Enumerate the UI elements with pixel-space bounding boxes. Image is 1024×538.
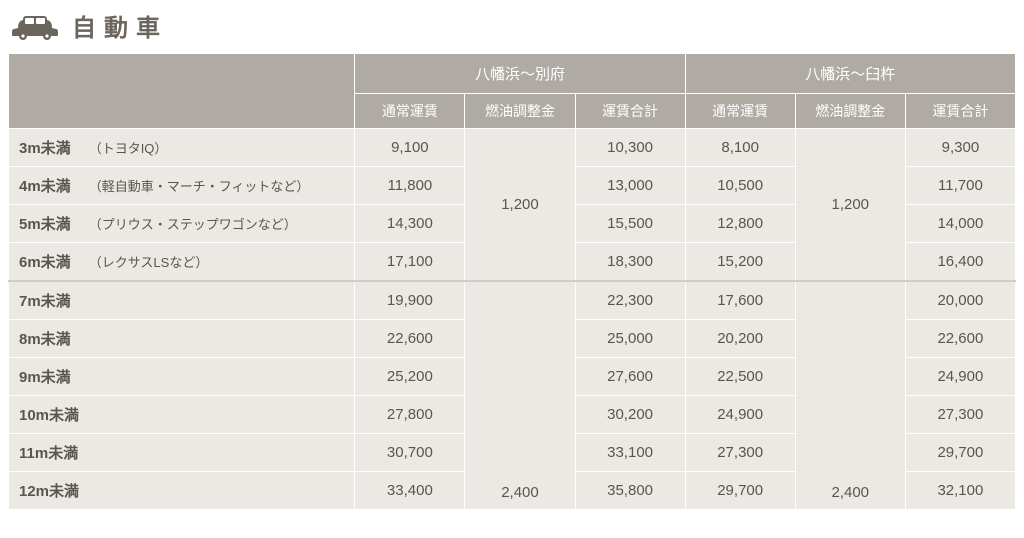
row-label: 8m未満	[9, 320, 355, 358]
subheader-surcharge-b: 燃油調整金	[795, 94, 905, 129]
row-label: 11m未満	[9, 434, 355, 472]
cell-base-a: 25,200	[355, 358, 465, 396]
cell-base-b: 10,500	[685, 167, 795, 205]
cell-base-b: 17,600	[685, 281, 795, 320]
cell-total-b: 32,100	[905, 472, 1015, 510]
cell-surcharge-b: 1,200	[795, 129, 905, 282]
table-row: 7m未満 19,900 2,400 22,300 17,600 2,400 20…	[9, 281, 1016, 320]
cell-base-a: 30,700	[355, 434, 465, 472]
cell-base-a: 9,100	[355, 129, 465, 167]
subheader-surcharge-a: 燃油調整金	[465, 94, 575, 129]
cell-base-b: 15,200	[685, 243, 795, 282]
cell-total-a: 33,100	[575, 434, 685, 472]
cell-base-a: 11,800	[355, 167, 465, 205]
cell-base-b: 8,100	[685, 129, 795, 167]
cell-total-b: 29,700	[905, 434, 1015, 472]
cell-base-a: 14,300	[355, 205, 465, 243]
header-route-a: 八幡浜～別府	[355, 54, 685, 94]
fare-group-1: 3m未満（トヨタIQ） 9,100 1,200 10,300 8,100 1,2…	[9, 129, 1016, 282]
cell-total-a: 30,200	[575, 396, 685, 434]
cell-total-b: 16,400	[905, 243, 1015, 282]
row-label: 10m未満	[9, 396, 355, 434]
cell-total-a: 22,300	[575, 281, 685, 320]
cell-total-b: 22,600	[905, 320, 1015, 358]
subheader-total-a: 運賃合計	[575, 94, 685, 129]
cell-total-a: 10,300	[575, 129, 685, 167]
row-label: 9m未満	[9, 358, 355, 396]
section-header: 自動車	[8, 4, 1016, 53]
car-icon	[12, 12, 58, 40]
fare-table: 八幡浜～別府 八幡浜～臼杵 通常運賃 燃油調整金 運賃合計 通常運賃 燃油調整金…	[8, 53, 1016, 510]
cell-surcharge-a: 2,400	[465, 281, 575, 510]
cell-total-b: 11,700	[905, 167, 1015, 205]
cell-base-a: 33,400	[355, 472, 465, 510]
cell-base-a: 19,900	[355, 281, 465, 320]
cell-base-b: 27,300	[685, 434, 795, 472]
cell-total-b: 24,900	[905, 358, 1015, 396]
cell-surcharge-a: 1,200	[465, 129, 575, 282]
section-title: 自動車	[72, 8, 168, 43]
cell-total-b: 20,000	[905, 281, 1015, 320]
cell-base-b: 12,800	[685, 205, 795, 243]
cell-total-b: 27,300	[905, 396, 1015, 434]
cell-base-a: 17,100	[355, 243, 465, 282]
subheader-base-b: 通常運賃	[685, 94, 795, 129]
cell-total-a: 13,000	[575, 167, 685, 205]
subheader-total-b: 運賃合計	[905, 94, 1015, 129]
cell-base-b: 22,500	[685, 358, 795, 396]
cell-total-a: 25,000	[575, 320, 685, 358]
row-label: 5m未満（プリウス・ステップワゴンなど）	[9, 205, 355, 243]
row-label: 4m未満（軽自動車・マーチ・フィットなど）	[9, 167, 355, 205]
cell-base-a: 27,800	[355, 396, 465, 434]
row-label: 6m未満（レクサスLSなど）	[9, 243, 355, 282]
cell-base-b: 20,200	[685, 320, 795, 358]
cell-total-a: 18,300	[575, 243, 685, 282]
row-label: 12m未満	[9, 472, 355, 510]
cell-base-b: 29,700	[685, 472, 795, 510]
cell-total-b: 14,000	[905, 205, 1015, 243]
cell-total-a: 35,800	[575, 472, 685, 510]
subheader-base-a: 通常運賃	[355, 94, 465, 129]
row-label: 7m未満	[9, 281, 355, 320]
header-blank	[9, 54, 355, 129]
row-label: 3m未満（トヨタIQ）	[9, 129, 355, 167]
cell-total-a: 27,600	[575, 358, 685, 396]
cell-base-a: 22,600	[355, 320, 465, 358]
header-route-b: 八幡浜～臼杵	[685, 54, 1015, 94]
fare-group-2: 7m未満 19,900 2,400 22,300 17,600 2,400 20…	[9, 281, 1016, 510]
cell-total-a: 15,500	[575, 205, 685, 243]
cell-base-b: 24,900	[685, 396, 795, 434]
cell-total-b: 9,300	[905, 129, 1015, 167]
table-row: 3m未満（トヨタIQ） 9,100 1,200 10,300 8,100 1,2…	[9, 129, 1016, 167]
cell-surcharge-b: 2,400	[795, 281, 905, 510]
